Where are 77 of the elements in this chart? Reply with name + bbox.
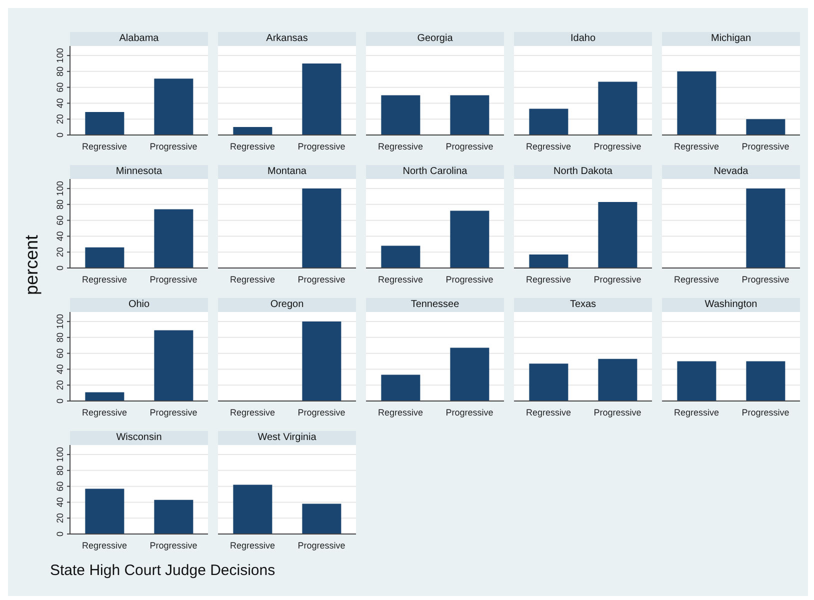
chart-title: Idaho	[514, 32, 652, 46]
chart-title: Wisconsin	[70, 431, 208, 445]
x-tick-label: Regressive	[674, 141, 720, 152]
y-tick-label: 100	[55, 447, 65, 462]
chart-title: Ohio	[70, 298, 208, 312]
y-tick-label: 60	[55, 215, 65, 226]
x-tick-label: Progressive	[742, 141, 790, 152]
y-tick-label: 80	[55, 66, 65, 76]
x-tick-label: Progressive	[446, 407, 494, 418]
y-tick-label: 40	[55, 98, 65, 108]
x-tick-label: Regressive	[526, 274, 572, 284]
chart-title: West Virginia	[218, 431, 356, 445]
chart-title: Montana	[218, 165, 356, 179]
x-tick-label: Progressive	[150, 540, 198, 550]
chart-title: North Carolina	[366, 165, 504, 179]
y-tick-label: 40	[55, 497, 65, 508]
y-tick-label: 0	[55, 398, 65, 404]
chart-title: Michigan	[662, 32, 800, 46]
y-tick-label: 20	[55, 513, 65, 524]
x-tick-label: Regressive	[378, 141, 424, 152]
chart-title: Alabama	[70, 32, 208, 46]
y-tick-label: 100	[55, 181, 65, 196]
y-tick-label: 0	[55, 132, 65, 138]
y-tick-label: 100	[55, 314, 65, 330]
y-tick-label: 80	[55, 465, 65, 476]
chart-title: Oregon	[218, 298, 356, 312]
x-tick-label: Regressive	[82, 141, 128, 152]
y-tick-label: 20	[55, 247, 65, 258]
y-axis-title: percent	[22, 234, 42, 296]
y-tick-label: 0	[55, 265, 65, 271]
x-tick-label: Progressive	[446, 274, 494, 284]
x-tick-label: Progressive	[298, 141, 346, 152]
x-tick-label: Regressive	[230, 540, 276, 550]
y-tick-label: 0	[55, 531, 65, 537]
text: State High Court Judge Decisions	[50, 562, 276, 579]
x-tick-label: Progressive	[446, 141, 494, 152]
y-tick-label: 40	[55, 364, 65, 374]
y-tick-label: 80	[55, 332, 65, 342]
x-tick-label: Regressive	[378, 407, 424, 418]
x-tick-label: Progressive	[742, 274, 790, 284]
x-tick-label: Progressive	[742, 407, 790, 418]
chart-title: Texas	[514, 298, 652, 312]
x-tick-label: Regressive	[82, 540, 128, 550]
y-tick-label: 20	[55, 114, 65, 124]
x-tick-label: Progressive	[298, 407, 346, 418]
chart-title: Tennessee	[366, 298, 504, 312]
x-tick-label: Regressive	[526, 407, 572, 418]
x-tick-label: Regressive	[526, 141, 572, 152]
x-tick-label: Progressive	[150, 274, 198, 284]
x-tick-label: Regressive	[230, 407, 276, 418]
chart-title: Minnesota	[70, 165, 208, 179]
y-tick-label: 60	[55, 348, 65, 358]
chart-title: Nevada	[662, 165, 800, 179]
x-tick-label: Regressive	[230, 141, 276, 152]
x-tick-label: Regressive	[230, 274, 276, 284]
chart-title: Washington	[662, 298, 800, 312]
y-tick-label: 60	[55, 481, 65, 492]
y-tick-label: 60	[55, 82, 65, 92]
x-tick-label: Progressive	[150, 407, 198, 418]
x-tick-label: Regressive	[82, 274, 128, 284]
x-tick-label: Regressive	[378, 274, 424, 284]
x-tick-label: Progressive	[594, 274, 642, 284]
x-tick-label: Regressive	[674, 274, 720, 284]
chart-title: Georgia	[366, 32, 504, 46]
y-tick-label: 80	[55, 199, 65, 210]
x-tick-label: Progressive	[298, 540, 346, 550]
y-tick-label: 20	[55, 380, 65, 390]
x-tick-label: Progressive	[594, 407, 642, 418]
y-tick-label: 100	[55, 48, 65, 64]
x-tick-label: Progressive	[150, 141, 198, 152]
x-tick-label: Progressive	[298, 274, 346, 284]
chart-title: North Dakota	[514, 165, 652, 179]
y-tick-label: 40	[55, 231, 65, 242]
x-tick-label: Regressive	[82, 407, 128, 418]
x-tick-label: Progressive	[594, 141, 642, 152]
x-tick-label: Regressive	[674, 407, 720, 418]
chart-title: Arkansas	[218, 32, 356, 46]
